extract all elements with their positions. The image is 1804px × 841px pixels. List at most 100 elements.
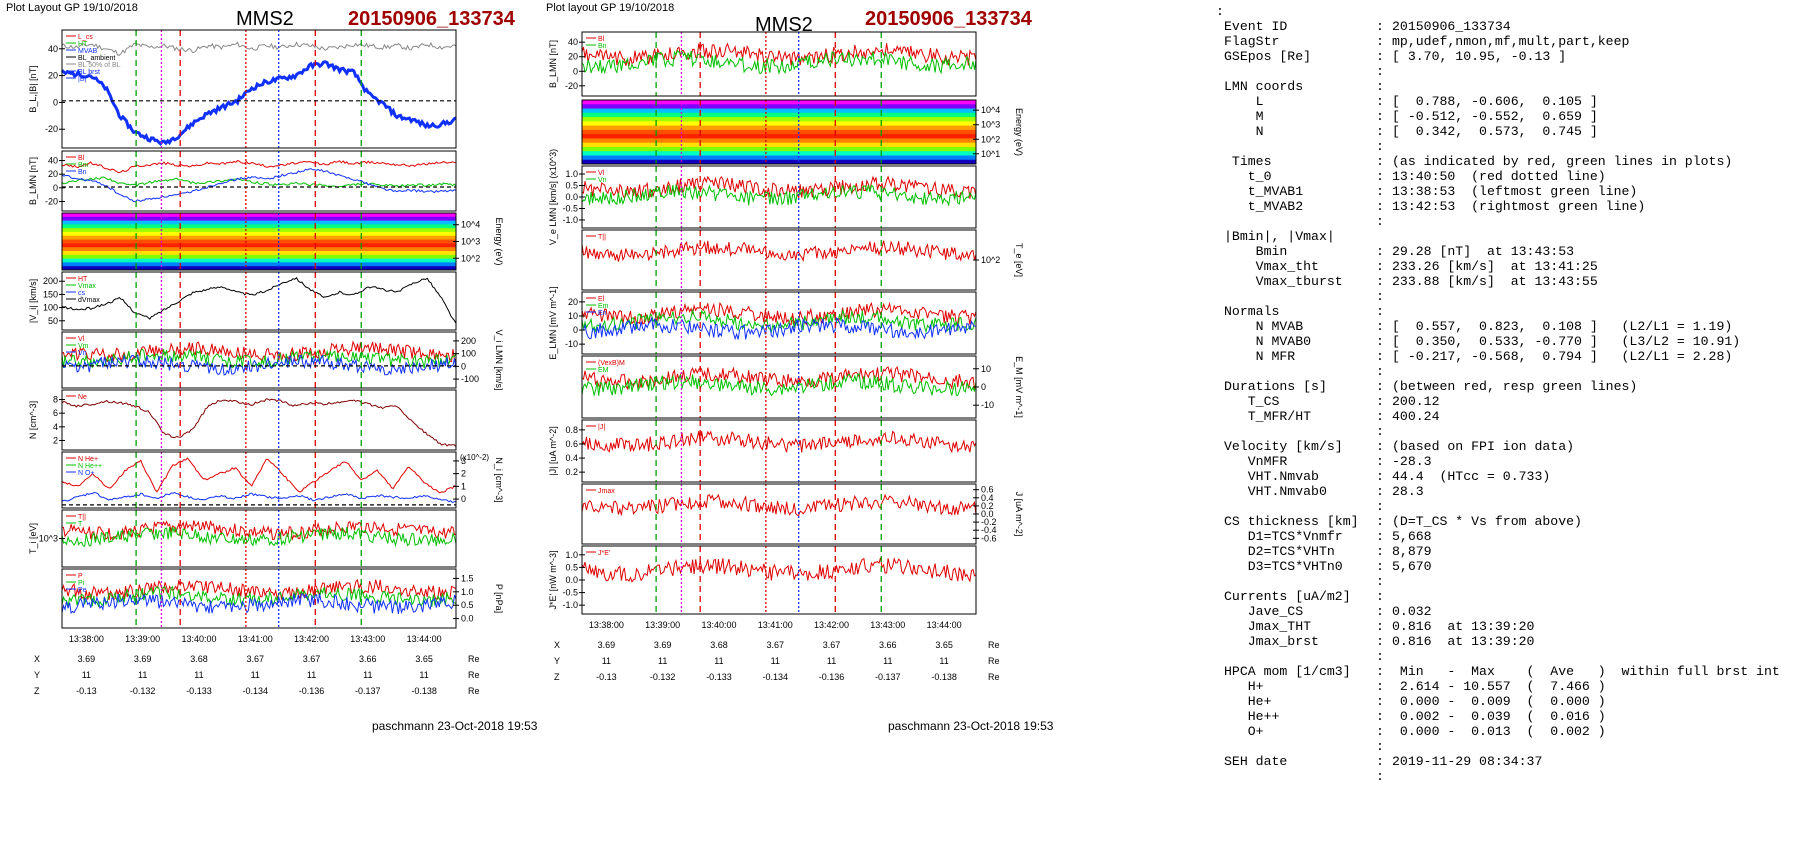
- ytick-label: 0: [573, 66, 578, 76]
- info-line: GSEpos [Re]: [ 3.70, 10.95, -0.13 ]: [1216, 49, 1780, 64]
- info-value: [ 0.342, 0.573, 0.745 ]: [1392, 124, 1598, 139]
- position-value: -0.138: [411, 686, 437, 696]
- spectrogram-band: [582, 146, 976, 152]
- info-colon: :: [1376, 34, 1384, 49]
- scale-note: (x10^-2): [460, 453, 489, 462]
- info-value: 233.26 [km/s] at 13:41:25: [1392, 259, 1598, 274]
- ytick-label: 0.8: [565, 425, 578, 435]
- info-value: 0.816 at 13:39:20: [1392, 634, 1535, 649]
- spectrogram-band: [62, 228, 456, 233]
- series-bn: [61, 168, 457, 203]
- legend-label: cs: [78, 290, 86, 297]
- series--vi-: [61, 277, 457, 324]
- info-value: 0.000 - 0.013 ( 0.002 ): [1392, 724, 1606, 739]
- position-value: 3.66: [359, 654, 377, 664]
- position-value: 11: [714, 656, 723, 666]
- event-info-table: : Event ID:20150906_133734 FlagStr: mp,udef…: [1216, 4, 1780, 784]
- ytick-label: 0.0: [565, 192, 578, 202]
- legend-label: J*E': [598, 550, 610, 557]
- position-unit: Re: [468, 686, 480, 696]
- position-unit: Re: [988, 672, 1000, 682]
- info-line: Vmax_tburst:233.88 [km/s] at 13:43:55: [1216, 274, 1780, 289]
- info-line: Currents [uA/m2]:: [1216, 589, 1780, 604]
- info-colon: :: [1376, 94, 1384, 109]
- info-line: :: [1216, 139, 1780, 154]
- info-colon: :: [1376, 484, 1384, 499]
- info-line: Durations [s]: (between red, resp green l…: [1216, 379, 1780, 394]
- info-value: [ 0.788, -0.606, 0.105 ]: [1392, 94, 1598, 109]
- info-value: [ 0.350, 0.533, -0.770 ] (L3/L2 = 10.91): [1392, 334, 1741, 349]
- ytick-label: -20: [565, 81, 578, 91]
- panel-frame: [61, 568, 457, 629]
- info-key: SEH date: [1224, 754, 1288, 769]
- ytick-label: 20: [568, 52, 578, 62]
- ytick-label: 0.2: [981, 501, 994, 511]
- info-line: Jave_CS:0.032: [1216, 604, 1780, 619]
- info-value: 233.88 [km/s] at 13:43:55: [1392, 274, 1598, 289]
- legend-label: Jmax: [598, 488, 615, 495]
- panel-7: Jmax 0.60.40.20.0-0.2-0.4-0.6 J [uA m^-2]: [581, 483, 1024, 545]
- info-colon: :: [1376, 694, 1384, 709]
- legend-label: L_cs: [78, 34, 93, 41]
- info-line: CS thickness [km]: (D=T_CS * Vs from abov…: [1216, 514, 1780, 529]
- ylabel: B_L,|B| [nT]: [28, 65, 38, 112]
- info-colon: :: [1376, 124, 1384, 139]
- legend-label: dVmax: [78, 297, 100, 304]
- info-value: 13:40:50 (red dotted line): [1392, 169, 1606, 184]
- info-value: 0.002 - 0.039 ( 0.016 ): [1392, 709, 1606, 724]
- position-unit: Re: [988, 640, 1000, 650]
- info-value: 13:38:53 (leftmost green line): [1392, 184, 1638, 199]
- legend-label: N O+: [78, 470, 95, 477]
- info-line: Event ID:20150906_133734: [1216, 19, 1780, 34]
- ytick-label: -0.6: [981, 533, 997, 543]
- ytick-label: 10: [568, 311, 578, 321]
- legend-label: |J|: [598, 424, 605, 431]
- info-key: Bmin: [1224, 244, 1288, 259]
- legend-label: Pe: [78, 587, 87, 594]
- info-key: N MFR: [1224, 349, 1296, 364]
- ytick-label: 0.6: [565, 439, 578, 449]
- info-line: VHT.Nmvab0:28.3: [1216, 484, 1780, 499]
- info-key: Jmax_brst: [1224, 634, 1319, 649]
- info-colon: :: [1376, 559, 1384, 574]
- info-line: D3=TCS*VHTn0:5,670: [1216, 559, 1780, 574]
- trace--j-: [581, 430, 977, 454]
- position-value: 3.68: [190, 654, 208, 664]
- info-line: :: [1216, 289, 1780, 304]
- position-value: -0.137: [875, 672, 901, 682]
- ytick-label: 1.0: [565, 169, 578, 179]
- position-unit: Re: [468, 654, 480, 664]
- info-key: VHT.Nmvab0: [1224, 484, 1327, 499]
- legend-label: N He++: [78, 463, 102, 470]
- spectrogram-band: [62, 254, 456, 260]
- info-key: Times: [1224, 154, 1272, 169]
- panel-frame: [581, 229, 977, 291]
- series-n-he--: [61, 457, 457, 494]
- spectrogram-band: [582, 125, 976, 131]
- info-value: 2019-11-29 08:34:37: [1392, 754, 1543, 769]
- info-colon: :: [1376, 454, 1384, 469]
- ytick-label: -10: [565, 339, 578, 349]
- info-value: 200.12: [1392, 394, 1440, 409]
- info-colon: :: [1376, 364, 1384, 379]
- time-tick-label: 13:39:00: [125, 634, 160, 644]
- time-tick-label: 13:38:00: [69, 634, 104, 644]
- info-colon: :: [1376, 574, 1384, 589]
- legend-label: (VexB)M: [598, 360, 625, 367]
- info-key: |Bmin|, |Vmax|: [1224, 229, 1335, 244]
- trace-vn: [581, 183, 977, 207]
- ytick-label: 40: [48, 156, 58, 166]
- info-line: VnMFR: -28.3: [1216, 454, 1780, 469]
- ytick-label: 40: [48, 44, 58, 54]
- info-line: :: [1216, 364, 1780, 379]
- info-value: 400.24: [1392, 409, 1440, 424]
- info-colon: :: [1376, 604, 1384, 619]
- ytick-label: 50: [48, 316, 58, 326]
- legend-label: |B|: [78, 76, 86, 83]
- position-value: -0.13: [76, 686, 97, 696]
- position-value: 3.69: [134, 654, 152, 664]
- panel-frame: [61, 29, 457, 149]
